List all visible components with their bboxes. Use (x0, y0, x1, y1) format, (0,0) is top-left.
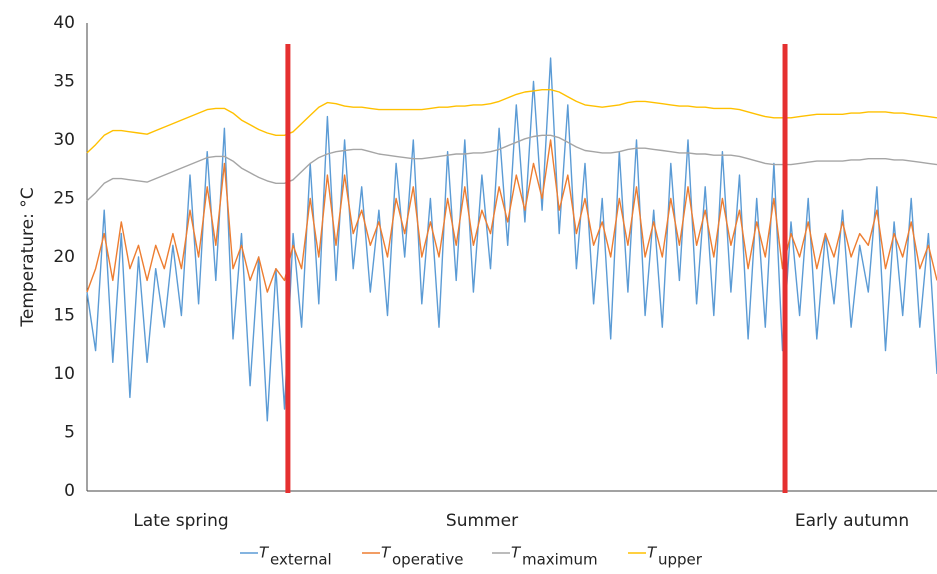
y-tick-label: 40 (53, 13, 75, 33)
y-tick-label: 10 (53, 364, 75, 384)
y-tick-label: 0 (64, 481, 75, 501)
y-tick-label: 35 (53, 72, 75, 92)
legend-symbol: T (511, 544, 522, 562)
series-line (86, 139, 937, 293)
y-tick-label: 5 (64, 423, 75, 443)
legend-symbol: T (381, 544, 392, 562)
legend-label: external (270, 551, 332, 569)
region-label: Summer (446, 511, 518, 531)
legend-label: maximum (522, 551, 598, 569)
series-line (86, 57, 937, 422)
legend-symbol: T (259, 544, 270, 562)
region-label: Early autumn (795, 511, 909, 531)
legend-label: operative (392, 551, 463, 569)
y-tick-label: 30 (53, 130, 75, 150)
legend-symbol: T (647, 544, 658, 562)
y-axis-label: Temperature: °C (18, 187, 38, 327)
series-line (86, 88, 937, 154)
region-label: Late spring (133, 511, 228, 531)
legend-label: upper (658, 551, 703, 569)
y-tick-label: 25 (53, 189, 75, 209)
y-tick-label: 15 (53, 306, 75, 326)
y-tick-label: 20 (53, 247, 75, 267)
series-line (86, 134, 937, 202)
